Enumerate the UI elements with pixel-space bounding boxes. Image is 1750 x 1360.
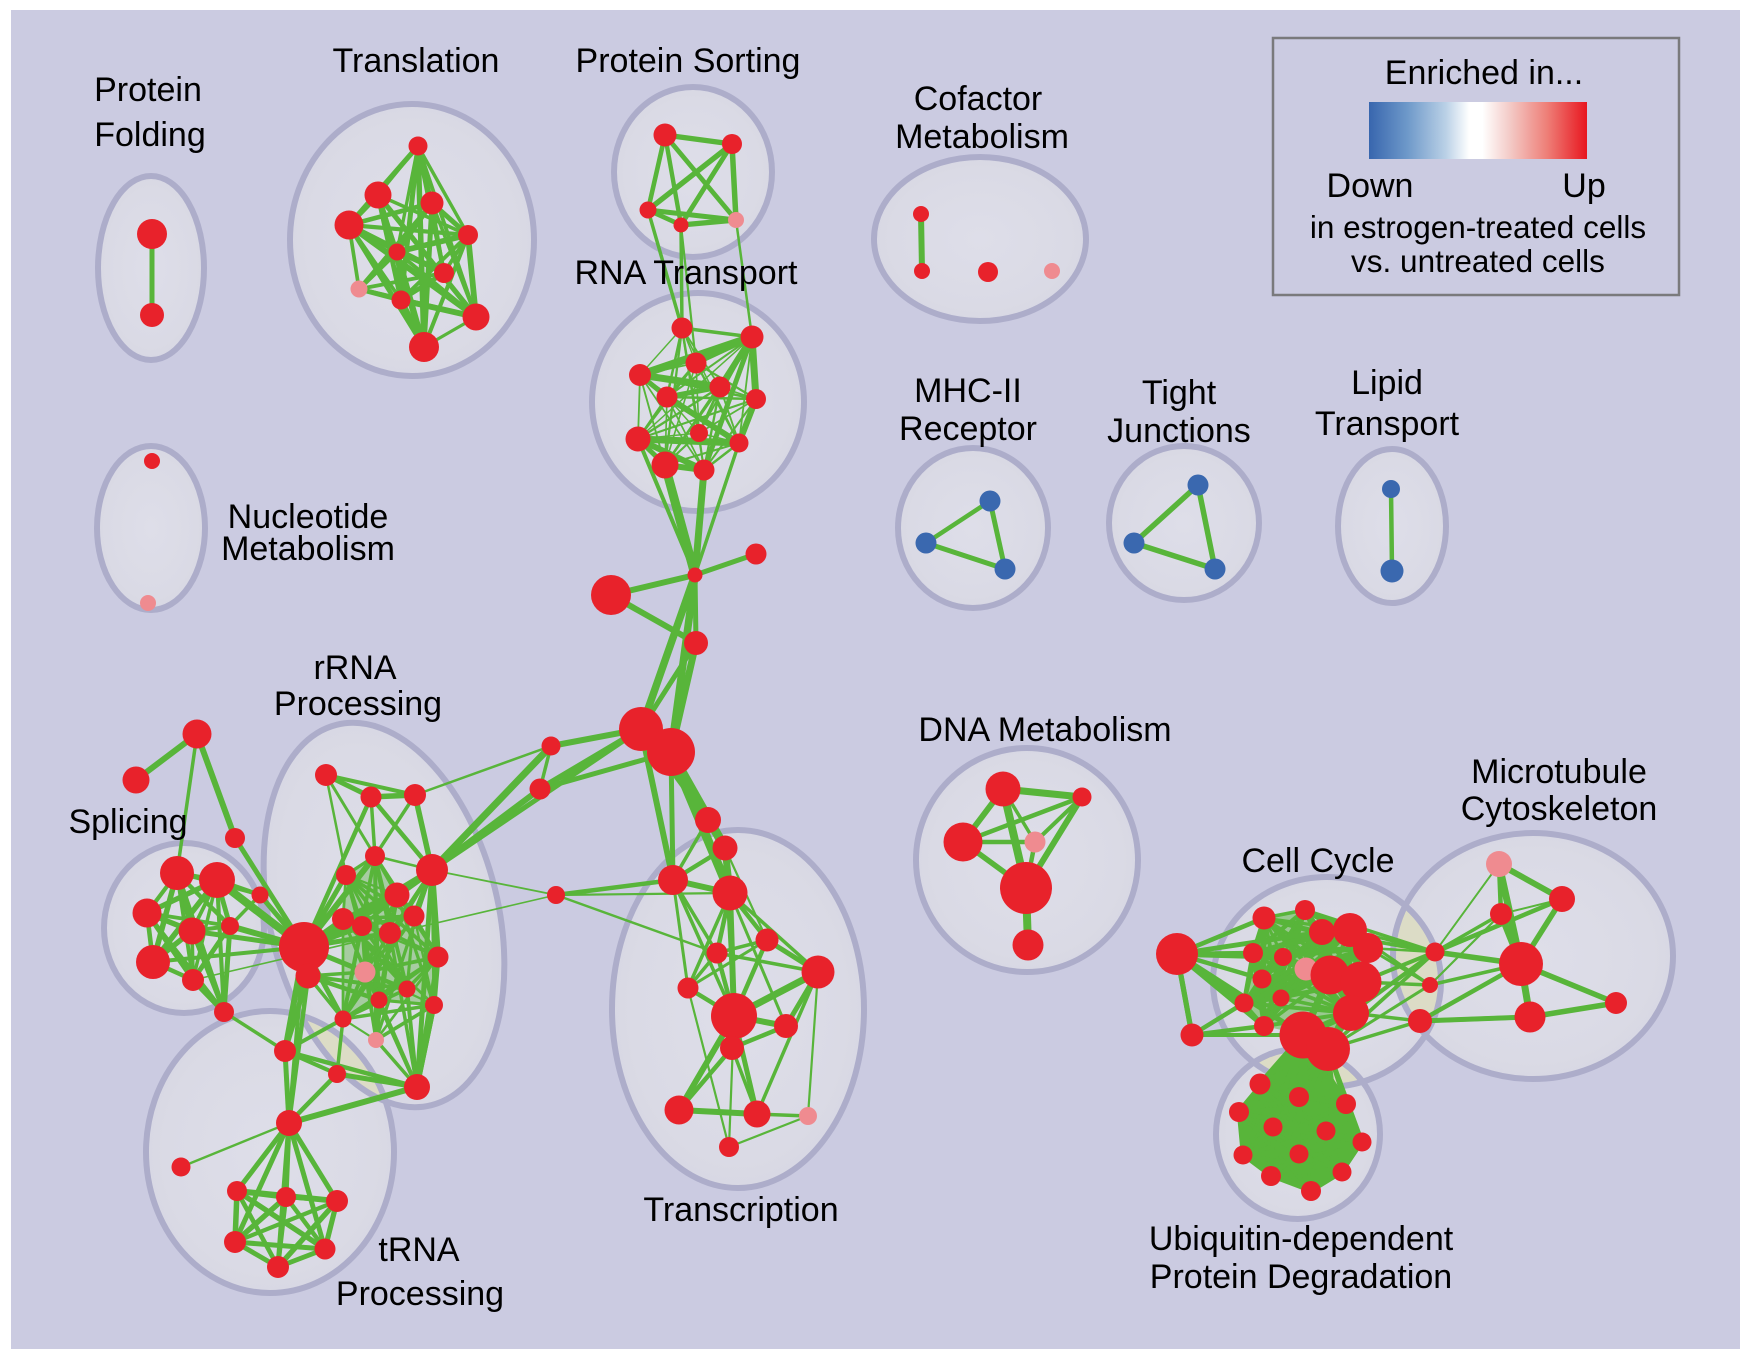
svg-text:in estrogen-treated cells: in estrogen-treated cells: [1310, 209, 1646, 245]
svg-text:Cofactor: Cofactor: [914, 80, 1043, 118]
svg-text:Folding: Folding: [94, 116, 206, 154]
svg-text:Protein: Protein: [94, 71, 202, 109]
svg-text:vs. untreated cells: vs. untreated cells: [1351, 243, 1605, 279]
svg-text:Cell Cycle: Cell Cycle: [1241, 842, 1394, 880]
svg-text:Up: Up: [1562, 167, 1605, 205]
svg-text:Transcription: Transcription: [643, 1191, 838, 1229]
svg-text:Protein Degradation: Protein Degradation: [1150, 1258, 1452, 1296]
svg-text:MHC-II: MHC-II: [914, 372, 1022, 410]
svg-text:rRNA: rRNA: [313, 649, 396, 687]
svg-text:Splicing: Splicing: [68, 803, 187, 841]
svg-text:Ubiquitin-dependent: Ubiquitin-dependent: [1149, 1220, 1454, 1258]
svg-text:tRNA: tRNA: [378, 1231, 460, 1269]
svg-text:Transport: Transport: [1315, 405, 1460, 443]
svg-text:Protein Sorting: Protein Sorting: [576, 42, 801, 80]
svg-text:RNA Transport: RNA Transport: [575, 254, 799, 292]
svg-text:Down: Down: [1327, 167, 1414, 205]
svg-text:Nucleotide: Nucleotide: [228, 498, 389, 536]
svg-text:Microtubule: Microtubule: [1471, 753, 1647, 791]
svg-text:Lipid: Lipid: [1351, 364, 1423, 402]
svg-text:Enriched in...: Enriched in...: [1385, 54, 1583, 92]
svg-text:Translation: Translation: [333, 42, 500, 80]
svg-text:Tight: Tight: [1142, 374, 1217, 412]
svg-text:Junctions: Junctions: [1107, 412, 1251, 450]
svg-text:DNA Metabolism: DNA Metabolism: [918, 711, 1171, 749]
svg-text:Metabolism: Metabolism: [895, 118, 1069, 156]
svg-text:Cytoskeleton: Cytoskeleton: [1461, 790, 1658, 828]
svg-text:Processing: Processing: [336, 1275, 504, 1313]
svg-text:Metabolism: Metabolism: [221, 530, 395, 568]
svg-text:Processing: Processing: [274, 685, 442, 723]
svg-text:Receptor: Receptor: [899, 410, 1037, 448]
